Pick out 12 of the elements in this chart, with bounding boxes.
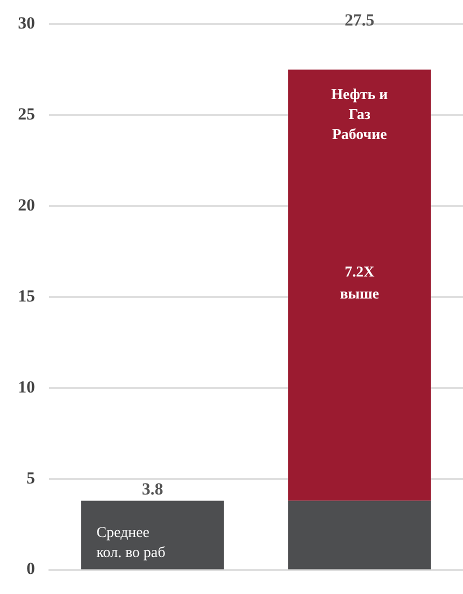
y-tick-label: 20 xyxy=(18,195,35,214)
y-tick-label: 10 xyxy=(18,377,35,396)
y-tick-label: 15 xyxy=(18,286,35,306)
annotation: 7.2X выше xyxy=(340,264,380,303)
total-label: 27.5 xyxy=(344,10,374,30)
annotation: Нефть и Газ Рабочие xyxy=(331,87,388,144)
y-tick-label: 25 xyxy=(18,104,35,124)
annotation: Среднее кол. во раб xyxy=(96,525,166,562)
y-tick-label: 5 xyxy=(26,468,35,488)
y-tick-label: 0 xyxy=(26,559,35,578)
y-tick-label: 30 xyxy=(18,14,35,33)
total-label: 3.8 xyxy=(142,480,164,499)
